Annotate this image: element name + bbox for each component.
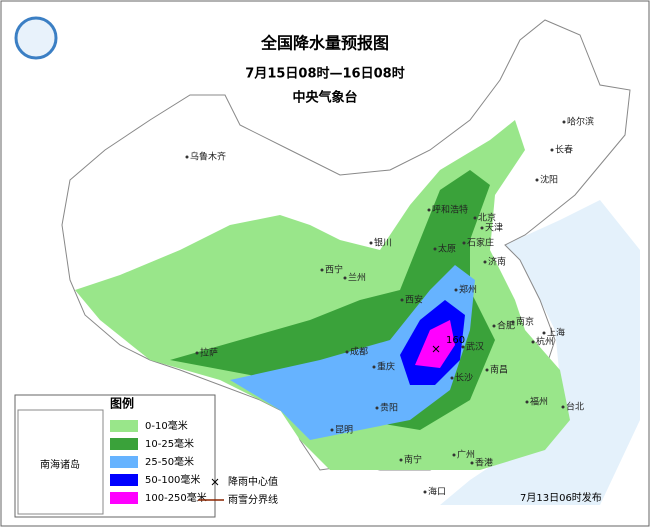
city-label: 昆明 [335,425,353,436]
city-label: 合肥 [497,320,515,332]
legend-swatch [110,456,138,468]
city-label: 呼和浩特 [432,204,468,216]
city-dot [427,208,431,212]
legend-label: 100-250毫米 [145,491,207,504]
legend-label: 25-50毫米 [145,455,194,468]
city-dot [461,345,465,349]
city-dot [423,490,427,494]
city-dot [450,376,454,380]
city-dot [452,453,456,457]
city-label: 福州 [530,396,548,408]
city-label: 济南 [488,256,506,268]
city-dot [399,458,403,462]
city-dot [525,400,529,404]
city-dot [330,428,334,432]
city-label: 石家庄 [467,237,494,249]
city-dot [345,350,349,354]
city-dot [483,260,487,264]
city-label: 海口 [428,486,446,498]
cross [432,345,440,353]
city-dot [320,268,324,272]
legend-label: 10-25毫米 [145,437,194,450]
logo [14,16,58,60]
city-label: 南京 [516,316,534,328]
city-label: 天津 [485,223,503,234]
city-label: 西宁 [325,264,343,276]
city-dot [343,276,347,280]
legend-title: 图例 [110,396,134,411]
city-dot [369,241,373,245]
city-dot [480,226,484,230]
legend-swatch [110,420,138,432]
city-label: 乌鲁木齐 [190,151,226,163]
city-label: 成都 [350,346,368,358]
city-label: 太原 [438,243,456,255]
legend-swatch [110,492,138,504]
symbol-label: 降雨中心值 [228,475,278,488]
city-dot [473,216,477,220]
city-dot [462,241,466,245]
city-dot [375,406,379,410]
city-label: 郑州 [459,284,477,296]
city-dot [492,324,496,328]
city-label: 台北 [566,401,584,413]
city-dot [454,288,458,292]
city-dot [400,298,404,302]
band-25-50 [230,265,475,440]
inset-label: 南海诸岛 [40,458,80,471]
city-dot [185,155,189,159]
city-dot [433,247,437,251]
title: 全国降水量预报图 [260,34,389,53]
city-label: 沈阳 [540,174,558,186]
city-label: 香港 [475,457,493,469]
city-label: 上海 [547,327,565,339]
city-label: 哈尔滨 [567,116,594,128]
legend-items: 0-10毫米 10-25毫米 25-50毫米 50-100毫米 100-250毫米 [110,419,207,504]
city-dot [561,405,565,409]
city-label: 南宁 [404,454,422,466]
legend-label: 0-10毫米 [145,419,188,432]
city-dot [372,365,376,369]
city-label: 银川 [374,237,392,249]
release-note: 7月13日06时发布 [520,491,602,504]
city-dot [542,331,546,335]
city-label: 长春 [555,144,573,156]
legend-label: 50-100毫米 [145,473,200,486]
legend: 南海诸岛 图例 0-10毫米 10-25毫米 25-50毫米 50-100毫米 100-… [14,394,278,518]
city-dot [535,178,539,182]
symbol-cross [211,478,219,486]
city-label: 武汉 [466,341,484,353]
subtitle: 7月15日08时—16日08时 [245,66,404,82]
center-marker: 160 [432,335,465,353]
rain-bands [75,120,570,470]
city-label: 兰州 [348,272,366,284]
city-dot [485,368,489,372]
inset-box [17,409,104,515]
city-label: 杭州 [536,336,554,348]
city-label: 南昌 [490,364,508,376]
agency: 中央气象台 [292,90,357,106]
city-label: 北京 [478,212,496,224]
city-label: 西安 [405,294,423,306]
city-dot [550,148,554,152]
city-label: 贵阳 [380,402,398,414]
band-100-250 [415,320,455,368]
city-dot [562,120,566,124]
city-dot [470,461,474,465]
legend-swatch [110,474,138,486]
city-dot [195,351,199,355]
city-label: 重庆 [377,361,395,373]
center-value: 160 [446,335,465,346]
city-label: 广州 [457,449,475,461]
city-dot [511,320,515,324]
symbol-label: 雨雪分界线 [228,493,278,506]
city-dot [531,340,535,344]
city-label: 长沙 [455,372,473,384]
legend-swatch [110,438,138,450]
sea [440,200,640,505]
city-label: 拉萨 [200,347,218,359]
